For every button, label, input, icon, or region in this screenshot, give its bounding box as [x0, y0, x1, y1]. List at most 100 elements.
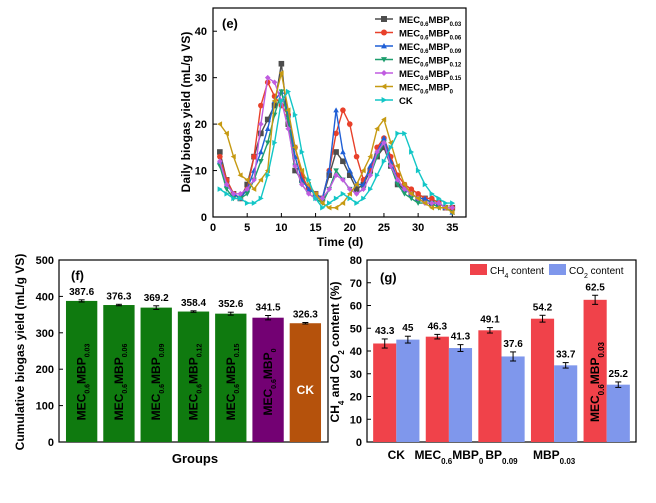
data-label: 358.4 [181, 298, 206, 309]
label-part: MEC [75, 393, 89, 420]
bar-group: 43.3 [373, 326, 397, 442]
data-point [217, 158, 223, 165]
data-point [258, 177, 264, 183]
label-part: MBP [261, 352, 275, 379]
data-point [346, 172, 353, 178]
data-point [320, 204, 326, 211]
data-point [429, 204, 435, 211]
bar-group: 358.4 MEC0.6MBP0.12 [177, 298, 210, 442]
data-point [264, 125, 271, 131]
data-point [285, 88, 292, 95]
label-part: 0.06 [121, 344, 128, 358]
label-part: content [508, 266, 544, 277]
label-part: MBP [428, 42, 450, 53]
data-point [333, 107, 339, 113]
label-part: MBP [187, 357, 201, 384]
label-part: 0.15 [233, 344, 240, 358]
data-point [402, 130, 408, 137]
data-point [353, 181, 359, 188]
bar [215, 313, 247, 442]
data-point [313, 195, 319, 202]
data-label: 54.2 [533, 302, 553, 313]
legend-label: MEC0.6MBP0.03 [399, 15, 462, 28]
data-point [408, 196, 415, 202]
bar-group: 387.6 MEC0.6MBP0.03 [65, 287, 98, 442]
data-point [429, 195, 435, 202]
data-label: 43.3 [375, 326, 395, 337]
label-part: 0.6 [84, 384, 91, 394]
x-tick-label: 10 [275, 222, 287, 234]
label-part: BP [485, 448, 502, 462]
y-tick-label: 40 [350, 346, 362, 358]
bar-category-label: MEC0.6MBP0.06 [112, 344, 129, 421]
bar-group: 54.2 [530, 302, 555, 442]
bar-group: 25.2 [606, 369, 630, 442]
label-part: 0.03 [560, 457, 576, 466]
legend-label: CH4 content [490, 266, 544, 280]
label-part: 0.09 [450, 49, 462, 55]
data-point [319, 195, 326, 202]
legend-marker [381, 83, 387, 90]
data-point [422, 200, 428, 206]
legend-label: MEC0.6MBP0.15 [399, 69, 462, 82]
x-tick-label: 30 [412, 222, 424, 234]
label-part: CK [388, 448, 406, 462]
data-point [217, 149, 223, 155]
data-point [429, 200, 435, 206]
x-tick-label: 35 [446, 222, 458, 234]
data-point [394, 163, 400, 169]
y-tick-label: 0 [356, 437, 362, 449]
legend-label: MEC0.6MBP0.12 [399, 56, 462, 69]
y-tick-label: 500 [36, 255, 54, 267]
label-part: 0 [271, 348, 278, 352]
bar [554, 365, 578, 442]
data-label: 369.2 [144, 293, 169, 304]
data-point [449, 209, 455, 216]
bar-category-label: CK [297, 383, 315, 397]
label-part: MBP [588, 358, 602, 385]
data-point [340, 200, 346, 206]
data-point [374, 149, 380, 155]
data-point [374, 172, 380, 178]
data-point [264, 140, 271, 146]
data-point [326, 172, 333, 178]
data-point [292, 163, 298, 169]
data-point [450, 200, 456, 206]
data-point [305, 186, 312, 192]
label-part: MBP [428, 69, 450, 80]
panel-e: 0 5 10 15 20 25 30 35 0 10 20 30 40 Time (d) Daily bio… [179, 7, 467, 249]
data-point [326, 167, 333, 173]
data-point [340, 177, 346, 183]
data-point [408, 186, 415, 192]
legend-label: MEC0.6MBP0.09 [399, 42, 462, 55]
data-point [258, 130, 264, 137]
data-point [244, 177, 250, 183]
bar [252, 317, 284, 442]
data-point [265, 172, 271, 178]
x-tick-label: BP0.09 [485, 448, 518, 466]
y-tick-label: 10 [350, 414, 362, 426]
bar [478, 330, 502, 442]
data-point [312, 190, 318, 197]
data-point [367, 153, 373, 160]
data-label: 326.3 [293, 309, 318, 320]
bar-group: 33.7 [554, 350, 578, 442]
data-point [230, 190, 237, 197]
label-part: 0.6 [597, 384, 606, 396]
label-part: 0.03 [84, 344, 91, 358]
bar [177, 311, 210, 442]
y-tick-label: 0 [48, 437, 54, 449]
data-point [278, 89, 285, 95]
data-point [415, 167, 421, 174]
bar [530, 318, 555, 442]
label-part: MEC [399, 69, 420, 80]
data-point [333, 149, 339, 155]
data-point [305, 190, 312, 197]
series-6 [217, 88, 456, 211]
bar-group: 352.6 MEC0.6MBP0.15 [215, 299, 247, 442]
data-point [258, 121, 264, 127]
data-point [278, 70, 284, 76]
data-point [251, 153, 257, 160]
y-tick-label: 20 [195, 119, 207, 131]
